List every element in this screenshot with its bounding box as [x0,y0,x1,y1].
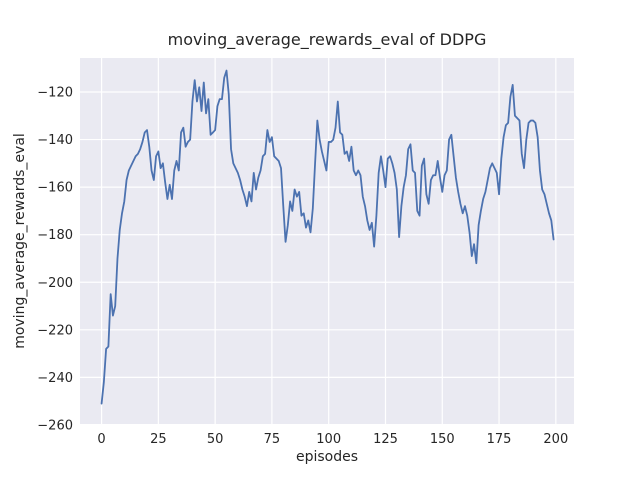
x-tick-label: 0 [97,432,105,447]
y-tick-label: −180 [37,228,73,243]
x-tick-label: 100 [316,432,341,447]
y-tick-label: −260 [37,418,73,433]
y-tick-label: −240 [37,371,73,386]
chart-title: moving_average_rewards_eval of DDPG [167,30,487,49]
x-tick-label: 125 [373,432,398,447]
y-tick-label: −160 [37,181,73,196]
y-axis-label: moving_average_rewards_eval [12,133,28,349]
y-tick-label: −200 [37,276,73,291]
x-tick-label: 50 [207,432,224,447]
x-tick-label: 150 [430,432,455,447]
y-tick-label: −120 [37,86,73,101]
x-tick-label: 75 [264,432,281,447]
x-axis-label: episodes [295,449,359,465]
reward-line [100,69,555,405]
y-tick-label: −220 [37,323,73,338]
x-tick-label: 175 [487,432,512,447]
y-tick-label: −140 [37,133,73,148]
x-tick-label: 200 [543,432,568,447]
x-tick-label: 25 [150,432,167,447]
plot-background [80,58,574,424]
